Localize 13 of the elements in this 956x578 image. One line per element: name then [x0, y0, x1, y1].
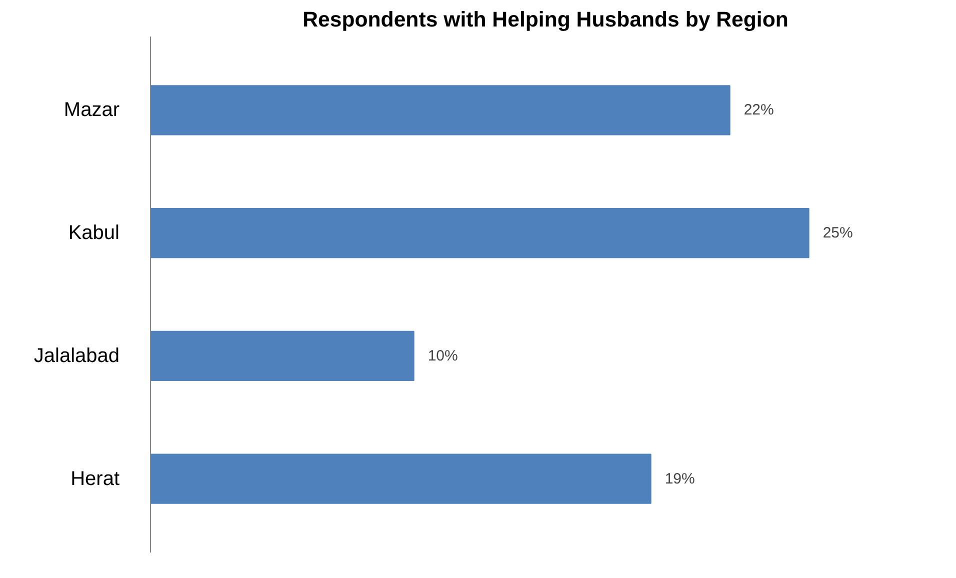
chart-title: Respondents with Helping Husbands by Region	[302, 8, 788, 32]
data-label: 10%	[428, 347, 458, 364]
y-tick-label: Kabul	[68, 222, 120, 244]
bar	[150, 85, 730, 136]
y-tick-label: Mazar	[64, 99, 120, 122]
bar	[150, 208, 810, 258]
data-label: 22%	[744, 102, 774, 119]
bar	[150, 330, 414, 381]
data-label: 19%	[664, 470, 695, 488]
y-tick-label: Jalalabad	[34, 344, 120, 367]
bar	[150, 454, 652, 504]
y-tick-label: Herat	[70, 468, 120, 490]
data-label: 25%	[822, 224, 853, 242]
